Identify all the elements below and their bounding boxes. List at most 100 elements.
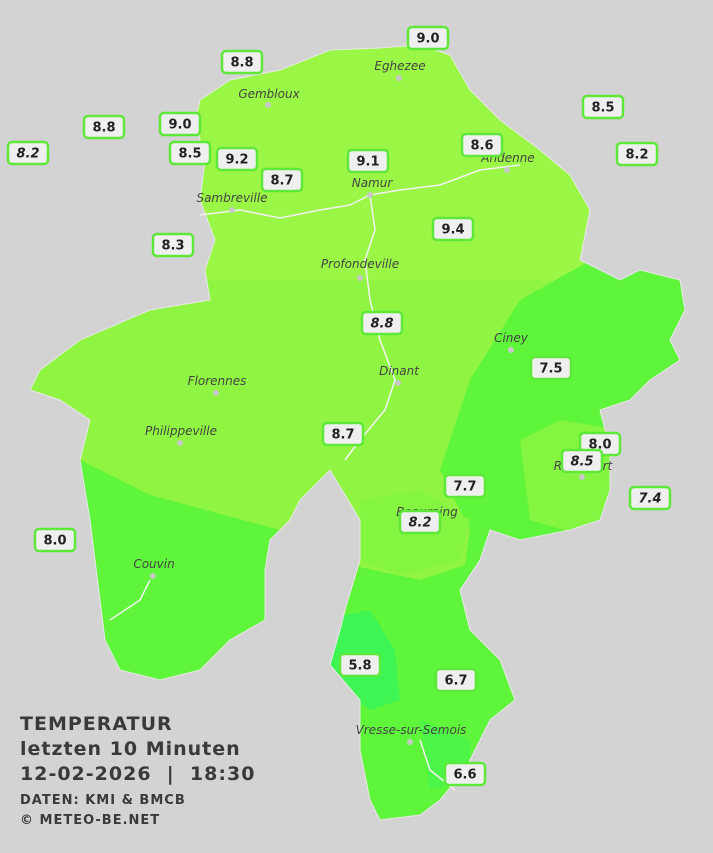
station: 9.4 bbox=[431, 216, 475, 242]
timestamp: 12-02-2026 | 18:30 bbox=[20, 763, 255, 785]
station-box bbox=[529, 355, 573, 381]
city-name: Gembloux bbox=[238, 87, 300, 101]
station: 9.0 bbox=[406, 25, 450, 51]
city-name: Dinant bbox=[379, 364, 420, 378]
station-value: 8.6 bbox=[470, 139, 493, 154]
station-box bbox=[581, 94, 625, 120]
city-dot bbox=[213, 390, 219, 396]
city-name: Vresse-sur-Semois bbox=[356, 723, 467, 737]
station-value: 8.5 bbox=[591, 101, 614, 116]
city-name: Florennes bbox=[188, 374, 247, 388]
city-name: Eghezee bbox=[374, 59, 425, 73]
station-box bbox=[560, 448, 604, 474]
station-box bbox=[431, 216, 475, 242]
station-box bbox=[260, 167, 304, 193]
station-value: 8.2 bbox=[408, 516, 431, 531]
city-name: Namur bbox=[352, 176, 394, 190]
station-box bbox=[443, 761, 487, 787]
station-box bbox=[615, 141, 659, 167]
station-value: 7.4 bbox=[638, 492, 661, 507]
station-value: 9.0 bbox=[168, 118, 191, 133]
station-value: 9.0 bbox=[416, 32, 439, 47]
station: 9.0 bbox=[158, 111, 202, 137]
station-value: 8.3 bbox=[161, 239, 184, 254]
city-dot bbox=[177, 440, 183, 446]
city-name: Couvin bbox=[133, 557, 174, 571]
station-value: 8.5 bbox=[178, 147, 201, 162]
city-name: Sambreville bbox=[196, 191, 267, 205]
legend: TEMPERATUR letzten 10 Minuten 12-02-2026… bbox=[20, 713, 255, 828]
station-value: 7.7 bbox=[453, 480, 476, 495]
station: 5.8 bbox=[338, 652, 382, 678]
station-value: 7.5 bbox=[539, 362, 562, 377]
station-box bbox=[33, 527, 77, 553]
station-box bbox=[360, 310, 404, 336]
station: 8.5 bbox=[168, 140, 212, 166]
station-value: 8.8 bbox=[92, 121, 115, 136]
station-box bbox=[158, 111, 202, 137]
station: 7.5 bbox=[529, 355, 573, 381]
city-name: Profondeville bbox=[321, 257, 399, 271]
city-dot bbox=[357, 275, 363, 281]
station: 8.0 bbox=[33, 527, 77, 553]
station: 8.2 bbox=[398, 509, 442, 535]
city-dot bbox=[367, 192, 373, 198]
city-dot bbox=[265, 102, 271, 108]
station: 8.8 bbox=[220, 49, 264, 75]
station: 6.7 bbox=[434, 667, 478, 693]
station-value: 8.7 bbox=[331, 428, 354, 443]
station-box bbox=[220, 49, 264, 75]
station-box bbox=[406, 25, 450, 51]
city-dot bbox=[504, 167, 510, 173]
station-value: 8.2 bbox=[625, 148, 648, 163]
station: 8.2 bbox=[615, 141, 659, 167]
city-dot bbox=[396, 75, 402, 81]
station-value: 8.0 bbox=[43, 534, 66, 549]
station-value: 8.8 bbox=[370, 317, 393, 332]
station-box bbox=[151, 232, 195, 258]
source: DATEN: KMI & BMCB bbox=[20, 793, 186, 808]
city-name: Philippeville bbox=[145, 424, 217, 438]
station-box bbox=[346, 148, 390, 174]
city-name: Ciney bbox=[494, 331, 529, 345]
copyright: © METEO-BE.NET bbox=[20, 813, 160, 828]
station: 8.7 bbox=[260, 167, 304, 193]
station: 9.2 bbox=[215, 146, 259, 172]
station-box bbox=[460, 132, 504, 158]
station-box bbox=[443, 473, 487, 499]
station: 8.7 bbox=[321, 421, 365, 447]
city-dot bbox=[229, 207, 235, 213]
station-value: 6.6 bbox=[453, 768, 476, 783]
stations: 9.0 8.8 8.5 8.8 9.0 8.2 8.5 9.2 8.6 8.2 9.1 8.7 9.4 8… bbox=[6, 25, 672, 787]
station-value: 9.2 bbox=[225, 153, 248, 168]
station: 8.5 bbox=[581, 94, 625, 120]
station: 8.6 bbox=[460, 132, 504, 158]
station-box bbox=[82, 114, 126, 140]
station: 8.5 bbox=[560, 448, 604, 474]
station-value: 5.8 bbox=[348, 659, 371, 674]
city-dot bbox=[579, 474, 585, 480]
title: TEMPERATUR bbox=[20, 713, 173, 735]
city-dot bbox=[508, 347, 514, 353]
station-value: 8.7 bbox=[270, 174, 293, 189]
city-dot bbox=[150, 573, 156, 579]
city-dot bbox=[407, 739, 413, 745]
city-dot bbox=[395, 380, 401, 386]
station-value: 8.8 bbox=[230, 56, 253, 71]
station-value: 9.4 bbox=[441, 223, 464, 238]
station: 7.7 bbox=[443, 473, 487, 499]
station-value: 8.2 bbox=[16, 147, 39, 162]
station-value: 8.5 bbox=[570, 455, 593, 470]
cities: EghezeeGemblouxAndenneNamurSambrevillePr… bbox=[133, 59, 614, 745]
station-box bbox=[434, 667, 478, 693]
station: 8.8 bbox=[82, 114, 126, 140]
station-value: 9.1 bbox=[356, 155, 379, 170]
station: 6.6 bbox=[443, 761, 487, 787]
station-box bbox=[168, 140, 212, 166]
station-box bbox=[398, 509, 442, 535]
station: 8.2 bbox=[6, 140, 50, 166]
station: 9.1 bbox=[346, 148, 390, 174]
station-box bbox=[6, 140, 50, 166]
station-box bbox=[321, 421, 365, 447]
